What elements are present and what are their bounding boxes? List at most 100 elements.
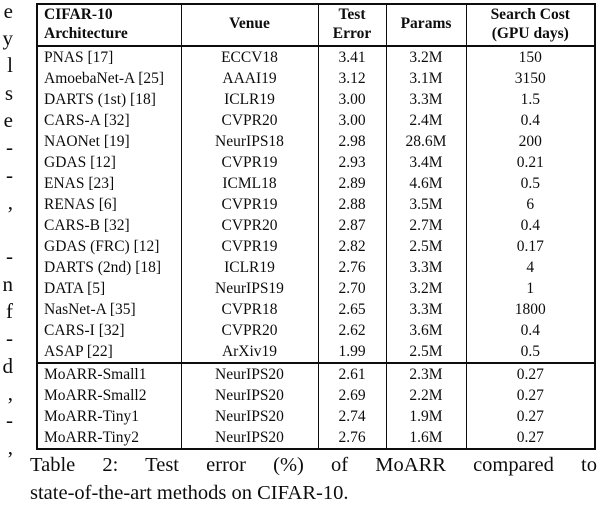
cell-architecture: RENAS [6] [44,196,117,213]
table-row: AmoebaNet-A [25] AAAI19 3.12 3.1M 3150 [37,68,595,89]
cell-architecture: GDAS (FRC) [12] [44,238,160,255]
table-row: CARS-A [32] CVPR20 3.00 2.4M 0.4 [37,110,595,131]
table-row: CARS-B [32] CVPR20 2.87 2.7M 0.4 [37,215,595,236]
cell-architecture: AmoebaNet-A [25] [44,70,165,87]
cell-venue: CVPR20 [180,320,318,341]
cell-params: 3.6M [385,320,466,341]
table-row: MoARR-Small2 NeurIPS20 2.69 2.2M 0.27 [37,385,595,406]
cell-params: 3.3M [385,257,466,278]
cell-venue: NeurIPS20 [180,427,318,449]
cell-search-cost: 0.4 [465,215,595,236]
caption-line1: Table 2: Test error (%) of MoARR compare… [30,454,597,476]
table-row: NAONet [19] NeurIPS18 2.98 28.6M 200 [37,131,595,152]
header-search-cost: Search Cost (GPU days) [465,4,595,47]
cell-test-error: 2.98 [317,131,386,152]
cell-test-error: 2.93 [317,152,386,173]
margin-text-fragment: - [6,326,13,350]
margin-text-fragment: , [7,435,13,459]
header-test-error: Test Error [317,4,386,47]
cell-architecture: MoARR-Small2 [44,387,147,404]
cell-venue: CVPR19 [180,152,318,173]
cell-venue: CVPR19 [180,236,318,257]
header-params: Params [385,4,466,47]
cell-architecture: DARTS (2nd) [18] [44,259,162,276]
header-architecture: CIFAR-10 Architecture [37,4,181,47]
cell-params: 3.1M [385,68,466,89]
cell-search-cost: 1800 [465,299,595,320]
cell-search-cost: 200 [465,131,595,152]
cell-test-error: 2.74 [317,406,386,427]
margin-text-fragment: e [3,108,13,132]
cell-architecture: PNAS [17] [44,49,114,66]
cell-search-cost: 4 [465,257,595,278]
cell-params: 3.2M [385,46,466,68]
cell-test-error: 3.00 [317,110,386,131]
cell-venue: ArXiv19 [180,341,318,363]
cell-architecture: NAONet [19] [44,133,130,150]
cell-test-error: 2.76 [317,427,386,449]
cell-search-cost: 0.4 [465,320,595,341]
cell-test-error: 2.65 [317,299,386,320]
cell-venue: CVPR20 [180,110,318,131]
cell-test-error: 2.62 [317,320,386,341]
cell-params: 2.4M [385,110,466,131]
cell-venue: ECCV18 [180,46,318,68]
cell-test-error: 3.00 [317,89,386,110]
header-row: CIFAR-10 Architecture Venue Test Error P… [37,4,595,47]
cell-venue: NeurIPS20 [180,406,318,427]
margin-text-fragment: - [6,408,13,432]
moarr-rows: MoARR-Small1 NeurIPS20 2.61 2.3M 0.27 MoARR-S… [37,363,595,449]
caption-line2: state-of-the-art methods on CIFAR-10. [30,482,349,504]
margin-text-fragment: , [7,190,13,214]
margin-text-fragment: f [6,299,13,323]
cell-params: 2.5M [385,236,466,257]
cell-params: 3.3M [385,299,466,320]
cell-architecture: ENAS [23] [44,175,115,192]
cell-test-error: 1.99 [317,341,386,363]
cell-venue: CVPR20 [180,215,318,236]
baseline-rows: PNAS [17] ECCV18 3.41 3.2M 150 AmoebaNet-A [2… [37,46,595,363]
cell-test-error: 2.87 [317,215,386,236]
table-header: CIFAR-10 Architecture Venue Test Error P… [37,4,595,47]
table-row: GDAS (FRC) [12] CVPR19 2.82 2.5M 0.17 [37,236,595,257]
cell-params: 2.5M [385,341,466,363]
cell-architecture: ASAP [22] [44,343,113,360]
cell-venue: NeurIPS20 [180,363,318,385]
margin-text-fragment: - [6,163,13,187]
cell-search-cost: 0.27 [465,363,595,385]
cell-params: 1.6M [385,427,466,449]
cell-search-cost: 150 [465,46,595,68]
cell-venue: AAAI19 [180,68,318,89]
cell-architecture: GDAS [12] [44,154,116,171]
table-row: DARTS (2nd) [18] ICLR19 2.76 3.3M 4 [37,257,595,278]
table-row: PNAS [17] ECCV18 3.41 3.2M 150 [37,46,595,68]
cell-test-error: 2.88 [317,194,386,215]
cell-params: 28.6M [385,131,466,152]
cell-architecture: MoARR-Tiny1 [44,408,140,425]
margin-text-fragment: y [2,26,14,50]
table-row: GDAS [12] CVPR19 2.93 3.4M 0.21 [37,152,595,173]
cell-venue: NeurIPS20 [180,385,318,406]
cell-search-cost: 0.17 [465,236,595,257]
cell-architecture: MoARR-Tiny2 [44,429,140,446]
cell-search-cost: 0.4 [465,110,595,131]
margin-text-fragment: n [2,272,14,296]
table-row: ASAP [22] ArXiv19 1.99 2.5M 0.5 [37,341,595,363]
table-row: ENAS [23] ICML18 2.89 4.6M 0.5 [37,173,595,194]
cell-search-cost: 3150 [465,68,595,89]
cell-venue: ICLR19 [180,89,318,110]
cell-test-error: 2.61 [317,363,386,385]
cell-test-error: 2.82 [317,236,386,257]
margin-text-fragment: l [7,53,13,77]
cell-search-cost: 0.27 [465,385,595,406]
margin-text-fragment: d [2,354,14,378]
table-row: MoARR-Tiny2 NeurIPS20 2.76 1.6M 0.27 [37,427,595,449]
cell-search-cost: 1.5 [465,89,595,110]
cell-test-error: 2.69 [317,385,386,406]
cell-search-cost: 1 [465,278,595,299]
cell-search-cost: 0.5 [465,341,595,363]
cell-search-cost: 6 [465,194,595,215]
cell-architecture: CARS-I [32] [44,322,125,339]
